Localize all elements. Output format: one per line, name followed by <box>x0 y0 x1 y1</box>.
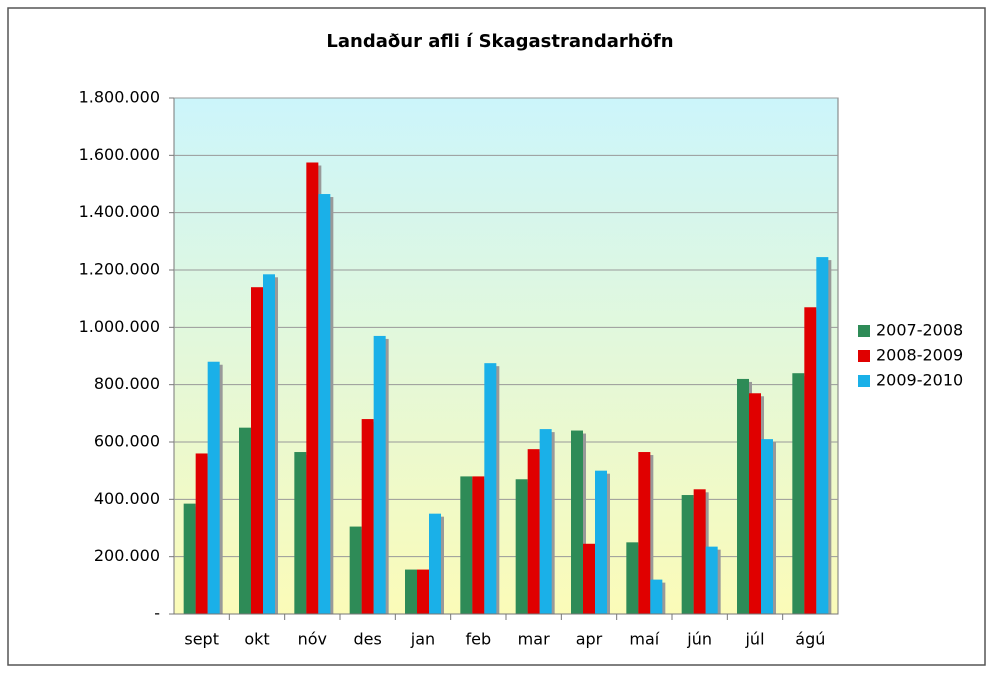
bar <box>429 513 441 614</box>
bar <box>349 526 362 614</box>
bar <box>472 476 485 614</box>
bar <box>761 439 773 614</box>
x-tick-label: maí <box>629 630 659 649</box>
legend-label: 2008-2009 <box>876 346 963 365</box>
y-tick-label: 1.800.000 <box>79 88 160 107</box>
legend-swatch <box>858 325 870 337</box>
bar <box>306 162 319 614</box>
bar <box>361 419 374 614</box>
x-tick-label: mar <box>518 630 550 649</box>
bar <box>792 373 805 614</box>
x-tick-label: des <box>353 630 381 649</box>
bar <box>626 542 639 614</box>
bar <box>539 429 552 614</box>
bar <box>527 449 540 614</box>
plot-area <box>173 97 839 615</box>
bar <box>804 307 817 614</box>
bar <box>681 495 694 614</box>
x-tick-label: okt <box>244 630 269 649</box>
y-tick-label: 400.000 <box>94 489 160 508</box>
legend-swatch <box>858 350 870 362</box>
bar <box>207 361 220 614</box>
bar <box>749 393 761 614</box>
legend-label: 2007-2008 <box>876 321 963 340</box>
bar <box>405 569 417 614</box>
x-tick-label: nóv <box>298 630 327 649</box>
bar <box>693 489 706 614</box>
bar <box>373 335 386 614</box>
y-tick-label: 1.400.000 <box>79 202 160 221</box>
bar <box>263 274 275 614</box>
bar <box>183 503 196 614</box>
x-tick-label: sept <box>184 630 219 649</box>
x-tick-label: jan <box>410 630 435 649</box>
y-tick-label: 1.000.000 <box>79 317 160 336</box>
x-tick-label: feb <box>466 630 492 649</box>
chart-title: Landaður afli í Skagastrandarhöfn <box>326 31 673 52</box>
y-tick-label: 600.000 <box>94 432 160 451</box>
bar <box>583 543 595 614</box>
bar <box>650 579 663 614</box>
legend-label: 2009-2010 <box>876 371 963 390</box>
y-tick-label: - <box>154 604 160 623</box>
bar <box>484 363 497 614</box>
bar <box>239 427 251 614</box>
legend-swatch <box>858 375 870 387</box>
bar <box>195 453 208 614</box>
bar <box>737 378 749 614</box>
bar <box>515 479 528 614</box>
y-tick-label: 800.000 <box>94 374 160 393</box>
x-tick-label: ágú <box>795 630 825 649</box>
x-tick-label: júl <box>744 630 764 649</box>
bar <box>318 194 331 615</box>
bar <box>294 452 307 614</box>
bar <box>571 430 583 614</box>
y-tick-label: 200.000 <box>94 546 160 565</box>
bar <box>251 287 263 614</box>
x-tick-label: apr <box>576 630 603 649</box>
bar <box>705 546 718 614</box>
y-tick-label: 1.600.000 <box>79 145 160 164</box>
y-tick-label: 1.200.000 <box>79 260 160 279</box>
bar <box>417 569 429 614</box>
x-tick-label: jún <box>686 630 712 649</box>
bar <box>460 476 473 614</box>
bar <box>816 257 829 614</box>
bar <box>638 452 651 614</box>
bar <box>595 470 607 614</box>
